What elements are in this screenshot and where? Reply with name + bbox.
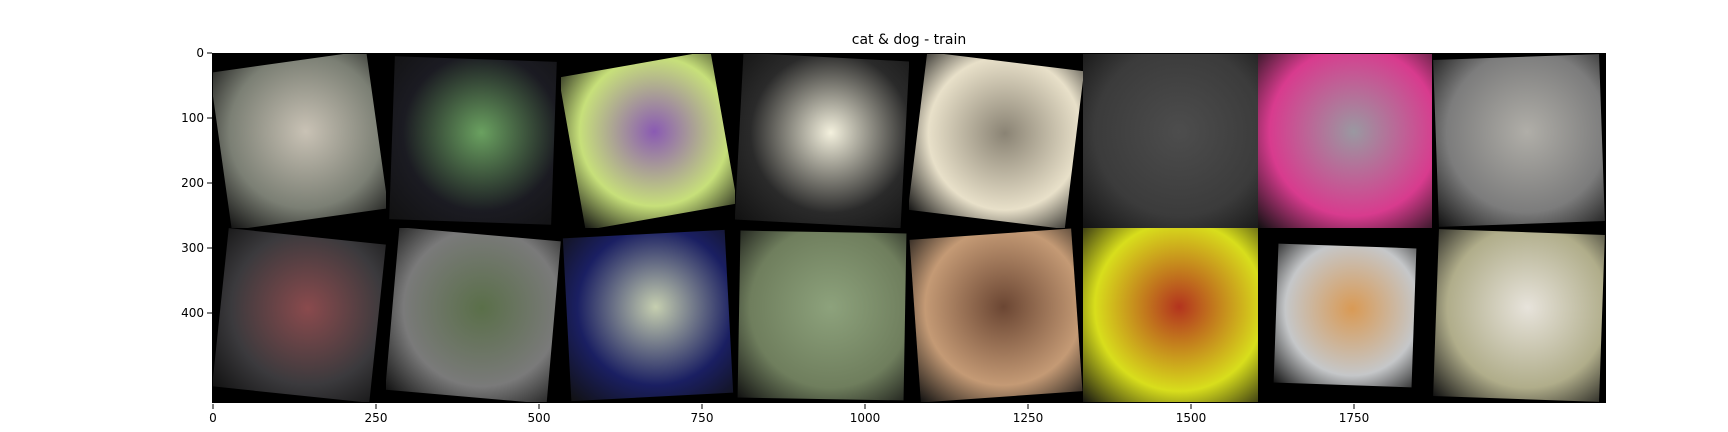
y-tick-label: 300	[181, 241, 204, 255]
cat-photo	[560, 53, 735, 228]
x-tick-label: 1000	[850, 411, 881, 425]
image-tile-cat	[1083, 53, 1258, 228]
y-tick-label: 100	[181, 111, 204, 125]
x-tick-label: 500	[528, 411, 551, 425]
cat-photo	[737, 230, 907, 401]
image-tile-dog	[909, 53, 1084, 228]
y-tick-label: 0	[196, 46, 204, 60]
cat-photo	[386, 228, 561, 403]
cat-photo	[1432, 54, 1605, 227]
x-tick-label: 1750	[1339, 411, 1370, 425]
image-tile-dog	[1432, 228, 1606, 403]
cat-photo	[212, 53, 387, 228]
image-tile-dog	[1083, 228, 1258, 403]
x-tick-label: 1500	[1176, 411, 1207, 425]
y-axis: 0 100 200 300 400	[181, 46, 212, 320]
image-tile-cat	[1432, 53, 1606, 228]
image-tile-cat	[212, 53, 387, 228]
x-axis: 0 250 500 750 1000 1250 1500 1750	[209, 404, 1369, 425]
image-tile-cat	[560, 53, 735, 228]
dog-photo	[734, 53, 909, 228]
image-grid	[212, 53, 1606, 403]
cat-photo	[212, 228, 387, 403]
image-tile-cat	[386, 228, 561, 403]
dog-photo	[562, 229, 733, 402]
dog-photo	[1083, 228, 1258, 403]
image-tile-cat	[735, 228, 909, 403]
image-tile-cat	[1258, 228, 1432, 403]
x-tick-label: 0	[209, 411, 217, 425]
dog-photo	[1432, 229, 1605, 402]
dog-photo	[909, 53, 1084, 228]
cat-photo	[1257, 53, 1432, 228]
cat-photo	[389, 56, 558, 225]
figure-title: cat & dog - train	[851, 32, 967, 48]
cat-photo	[1083, 53, 1258, 228]
image-tile-cat	[212, 228, 387, 403]
y-tick-label: 400	[181, 306, 204, 320]
x-tick-label: 750	[691, 411, 714, 425]
dog-photo	[909, 228, 1083, 403]
y-tick-label: 200	[181, 176, 204, 190]
image-tile-dog	[561, 228, 735, 403]
x-tick-label: 1250	[1013, 411, 1044, 425]
image-tile-cat	[1257, 53, 1432, 228]
image-tile-dog	[909, 228, 1083, 403]
x-tick-label: 250	[365, 411, 388, 425]
cat-photo	[1273, 243, 1417, 388]
image-tile-dog	[734, 53, 909, 228]
image-tile-cat	[386, 53, 560, 228]
